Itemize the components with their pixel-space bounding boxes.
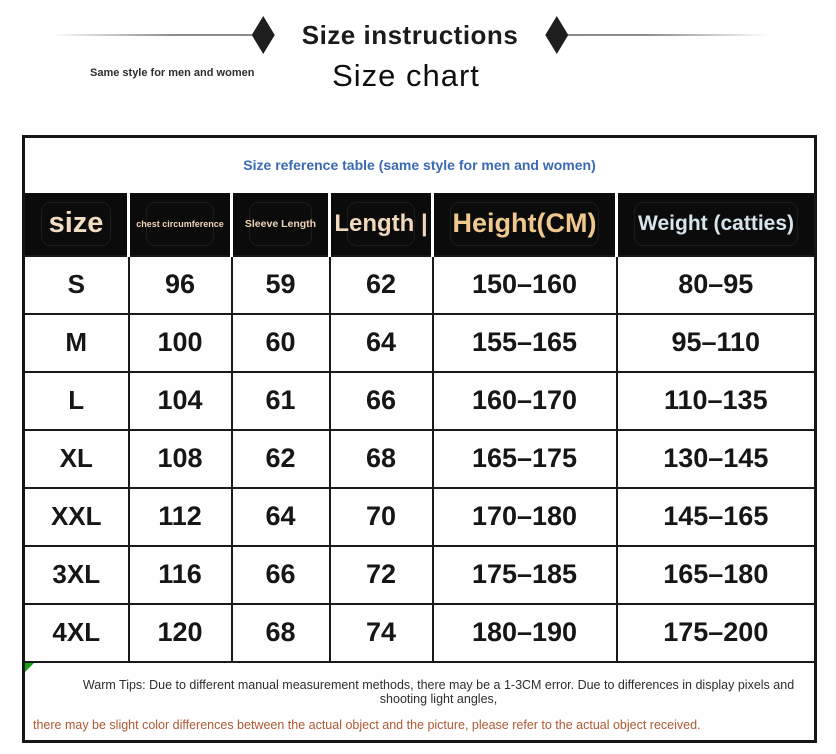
table-caption: Size reference table (same style for men… [243,157,596,174]
diamond-icon-right [545,16,569,54]
column-header-length: Length | [328,192,433,256]
divider-line-right [568,34,771,36]
length-cell: 72 [328,544,434,605]
page-subtitle: Size chart [332,58,480,93]
table-caption-row: Size reference table (same style for men… [24,137,816,193]
chest-cell: 116 [127,544,233,605]
style-note: Same style for men and women [90,67,255,79]
height-cell: 170–180 [431,486,618,547]
weight-cell: 145–165 [615,486,817,547]
size-cell: L [22,370,130,431]
table-footer-row: Warm Tips: Due to different manual measu… [23,660,816,742]
column-header-height: Height(CM) [431,192,617,256]
sleeve-cell: 61 [230,370,331,431]
sleeve-cell: 62 [230,428,331,489]
size-cell: M [22,312,130,373]
warm-tips-line2: there may be slight color differences be… [33,717,701,732]
warm-tips-line1: Warm Tips: Due to different manual measu… [82,677,795,706]
height-cell: 165–175 [431,428,618,489]
column-header-size: size [23,192,129,256]
size-cell: XL [22,428,130,489]
column-header-sleeve: Sleeve Length [230,192,330,256]
height-cell: 160–170 [431,370,618,431]
chest-cell: 104 [127,370,233,431]
title-divider-row: Size instructions [50,16,771,54]
table-row-xxl: XXL 112 64 70 170–180 145–165 [22,486,817,547]
divider-line-left [50,34,252,36]
weight-cell: 110–135 [615,370,817,431]
warm-tips-cell: Warm Tips: Due to different manual measu… [23,660,816,742]
green-corner-marker-icon [25,662,34,672]
weight-cell: 95–110 [615,312,817,373]
length-cell: 68 [328,428,434,489]
page-title: Size instructions [301,19,519,50]
table-header-row: size chest circumference Sleeve Length L… [23,192,816,256]
table-row-m: M 100 60 64 155–165 95–110 [22,312,817,373]
height-cell: 180–190 [431,602,618,663]
chest-cell: 108 [127,428,233,489]
sleeve-cell: 68 [230,602,331,663]
table-row-s: S 96 59 62 150–160 80–95 [22,254,817,315]
height-cell: 155–165 [431,312,618,373]
sleeve-cell: 59 [230,254,331,315]
length-cell: 62 [328,254,434,315]
chest-cell: 120 [127,602,233,663]
column-header-weight: Weight (catties) [614,192,816,256]
column-header-chest: chest circumference [127,192,232,256]
size-chart-table: Size reference table (same style for men… [22,135,818,743]
weight-cell: 175–200 [615,602,817,663]
sleeve-cell: 66 [230,544,331,605]
weight-cell: 130–145 [615,428,817,489]
size-cell: S [22,254,130,315]
weight-cell: 165–180 [615,544,817,605]
table-row-4xl: 4XL 120 68 74 180–190 175–200 [22,602,817,663]
diamond-icon-left [251,16,275,54]
page-header: Size instructions Same style for men and… [0,0,836,133]
table-row-xl: XL 108 62 68 165–175 130–145 [22,428,817,489]
length-cell: 74 [328,602,434,663]
length-cell: 66 [328,370,434,431]
height-cell: 150–160 [431,254,618,315]
chest-cell: 96 [127,254,233,315]
sleeve-cell: 60 [230,312,331,373]
table-row-3xl: 3XL 116 66 72 175–185 165–180 [22,544,817,605]
sleeve-cell: 64 [230,486,331,547]
size-cell: XXL [22,486,130,547]
table-row-l: L 104 61 66 160–170 110–135 [22,370,817,431]
chest-cell: 100 [127,312,233,373]
chest-cell: 112 [127,486,233,547]
length-cell: 64 [328,312,434,373]
height-cell: 175–185 [431,544,618,605]
length-cell: 70 [328,486,434,547]
weight-cell: 80–95 [615,254,817,315]
size-cell: 3XL [22,544,130,605]
size-cell: 4XL [22,602,130,663]
